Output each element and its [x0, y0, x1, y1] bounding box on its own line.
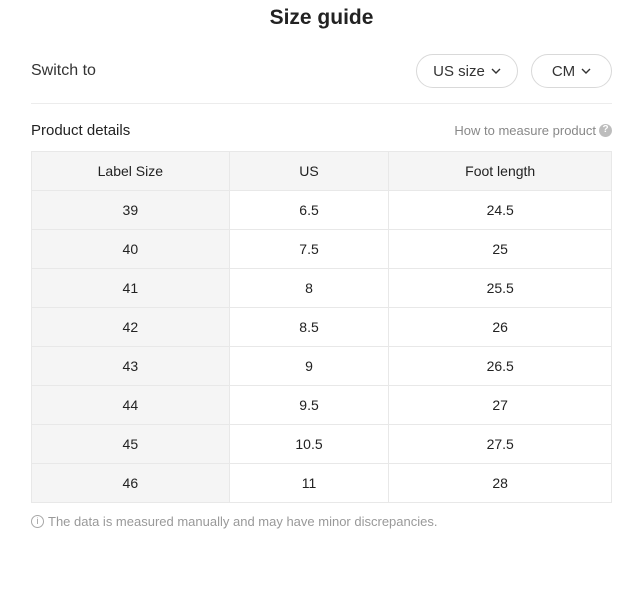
us-size-cell: 10.5	[228, 424, 390, 464]
label-size-cell: 42	[31, 307, 230, 347]
table-row: 42 8.5 26	[31, 307, 612, 347]
label-size-cell: 41	[31, 268, 230, 308]
us-size-cell: 7.5	[228, 229, 390, 269]
foot-length-cell: 27.5	[388, 424, 612, 464]
help-icon: ?	[599, 123, 612, 137]
disclaimer-note: i The data is measured manually and may …	[31, 514, 437, 529]
how-to-measure-text: How to measure product	[454, 122, 596, 138]
foot-length-cell: 24.5	[388, 190, 612, 230]
us-size-dropdown[interactable]: US size	[416, 54, 518, 88]
label-size-cell: 45	[31, 424, 230, 464]
table-row: 45 10.5 27.5	[31, 424, 612, 464]
chevron-down-icon	[491, 66, 501, 76]
switch-row: Switch to US size CM	[31, 54, 612, 88]
divider	[31, 103, 612, 104]
unit-dropdown[interactable]: CM	[531, 54, 612, 88]
product-details-label: Product details	[31, 121, 131, 139]
foot-length-cell: 27	[388, 385, 612, 425]
disclaimer-text: The data is measured manually and may ha…	[48, 514, 438, 529]
us-size-cell: 8	[228, 268, 390, 308]
foot-length-cell: 25.5	[388, 268, 612, 308]
us-size-cell: 9.5	[228, 385, 390, 425]
table-header-row: Label Size US Foot length	[31, 151, 612, 191]
size-table: Label Size US Foot length 39 6.5 24.5 40…	[31, 151, 612, 503]
us-size-cell: 8.5	[228, 307, 390, 347]
page-title: Size guide	[269, 6, 374, 29]
info-icon: i	[31, 515, 44, 528]
table-row: 39 6.5 24.5	[31, 190, 612, 230]
us-size-cell: 9	[228, 346, 390, 386]
switch-to-label: Switch to	[31, 62, 96, 79]
header-us: US	[228, 151, 390, 191]
label-size-cell: 43	[31, 346, 230, 386]
foot-length-cell: 26	[388, 307, 612, 347]
us-size-cell: 11	[228, 463, 390, 503]
product-details-row: Product details How to measure product ?	[31, 118, 612, 142]
foot-length-cell: 25	[388, 229, 612, 269]
chevron-down-icon	[581, 66, 591, 76]
foot-length-cell: 26.5	[388, 346, 612, 386]
table-row: 44 9.5 27	[31, 385, 612, 425]
label-size-cell: 40	[31, 229, 230, 269]
header-label-size: Label Size	[31, 151, 230, 191]
us-size-cell: 6.5	[228, 190, 390, 230]
table-row: 43 9 26.5	[31, 346, 612, 386]
table-row: 46 11 28	[31, 463, 612, 503]
unit-dropdown-label: CM	[551, 62, 576, 80]
label-size-cell: 44	[31, 385, 230, 425]
label-size-cell: 46	[31, 463, 230, 503]
how-to-measure-link[interactable]: How to measure product ?	[454, 123, 612, 138]
us-size-dropdown-label: US size	[433, 62, 485, 80]
foot-length-cell: 28	[388, 463, 612, 503]
table-row: 41 8 25.5	[31, 268, 612, 308]
header-foot-length: Foot length	[388, 151, 612, 191]
table-row: 40 7.5 25	[31, 229, 612, 269]
label-size-cell: 39	[31, 190, 230, 230]
